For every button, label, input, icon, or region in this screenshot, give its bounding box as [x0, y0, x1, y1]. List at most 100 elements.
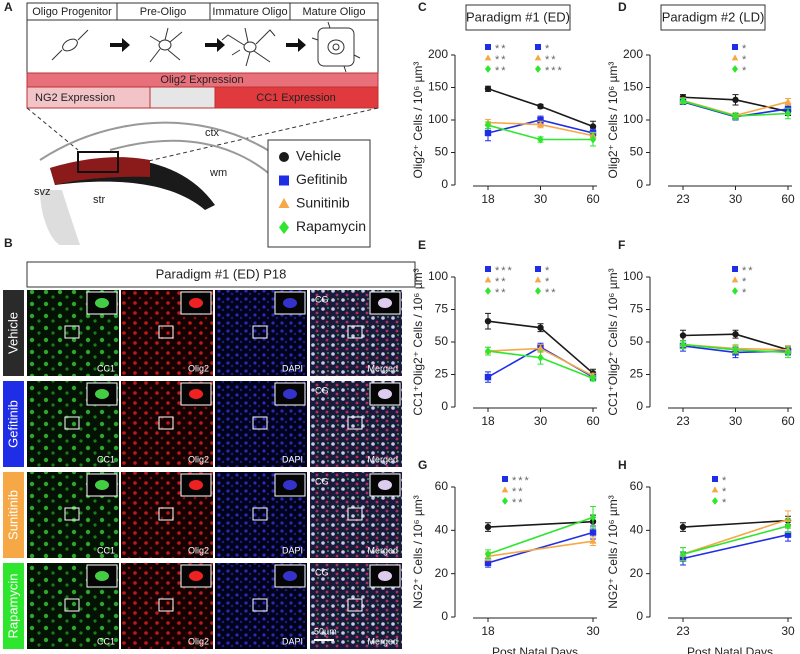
significance-marker [712, 497, 718, 505]
significance-marker [485, 65, 491, 73]
row-label-bg [3, 290, 24, 376]
inset-cell [95, 298, 109, 308]
y-tick-label: 200 [623, 47, 643, 61]
channel-label: Olig2 [188, 636, 209, 646]
channel-label: CC1 [97, 545, 115, 555]
y-tick-label: 75 [630, 302, 644, 316]
data-point [784, 531, 792, 538]
significance: *** [495, 265, 514, 277]
data-point [537, 324, 544, 331]
data-point [784, 515, 792, 523]
x-tick-label: 30 [781, 624, 795, 638]
data-point [484, 318, 492, 325]
significance: * [545, 265, 551, 277]
channel-label: Merged [367, 545, 398, 555]
significance-marker [484, 276, 492, 283]
cc1-label: CC1 Expression [256, 92, 335, 104]
inset-cell [283, 480, 297, 490]
microscopy-title-box [26, 261, 416, 288]
significance-marker [535, 266, 541, 272]
title-box [465, 4, 571, 31]
significance: ** [742, 265, 755, 277]
x-tick-label: 23 [676, 414, 690, 428]
data-point [589, 529, 597, 536]
channel-label: Merged [367, 363, 398, 373]
stage-label: Pre-Oligo [140, 6, 186, 18]
roi-box [252, 598, 268, 612]
inset-cell [378, 389, 392, 399]
panel-label: G [418, 458, 427, 472]
x-tick-label: 18 [481, 414, 495, 428]
x-tick-label: 30 [586, 624, 600, 638]
y-tick-label: 0 [636, 609, 643, 623]
chart-title: Paradigm #2 (LD) [662, 9, 765, 24]
panel-label: D [618, 0, 627, 14]
series-line [682, 533, 789, 560]
olig2-label: Olig2 Expression [160, 74, 243, 86]
inset-cell [283, 389, 297, 399]
roi-box [347, 507, 363, 521]
data-point [679, 340, 687, 349]
significance: * [722, 475, 728, 487]
microscopy-grid: Vehicle CC1 Olig2 DAPI Merged CG Gefitinib CC1 O… [3, 290, 402, 649]
data-point [589, 374, 597, 383]
inset-label: CG [315, 385, 329, 395]
gap-bar [149, 86, 216, 109]
stage-label: Immature Oligo [212, 6, 287, 18]
data-point [784, 97, 792, 105]
channel-label: CC1 [97, 636, 115, 646]
region-label: ctx [205, 127, 220, 139]
data-point [537, 116, 544, 124]
roi-box [252, 416, 268, 430]
y-tick-label: 60 [630, 479, 644, 493]
significance: * [742, 65, 748, 77]
significance: *** [545, 65, 564, 77]
data-point [484, 523, 492, 531]
y-axis-label: NG2⁺ Cells / 10⁶ µm³ [606, 495, 620, 609]
roi-box [158, 507, 174, 521]
significance: *** [512, 475, 531, 487]
data-point [732, 111, 739, 121]
stage-label: Oligo Progenitor [32, 6, 112, 18]
data-point [679, 332, 687, 339]
inset-cell [95, 389, 109, 399]
y-axis-label: Olig2⁺ Cells / 10⁶ µm³ [606, 62, 620, 179]
significance-marker [732, 287, 738, 295]
y-tick-label: 0 [636, 177, 643, 191]
y-axis-label: Olig2⁺ Cells / 10⁶ µm³ [411, 62, 425, 179]
significance: ** [495, 276, 508, 288]
data-point [536, 344, 545, 352]
region-label: str [93, 194, 106, 206]
row-label: Sunitinib [5, 490, 20, 540]
y-tick-label: 100 [623, 112, 643, 126]
roi-box [64, 416, 80, 430]
legend-label: Vehicle [296, 148, 341, 164]
y-tick-label: 100 [428, 269, 448, 283]
y-tick-label: 25 [435, 367, 449, 381]
significance-marker [731, 54, 739, 61]
inset-cell [378, 571, 392, 581]
y-tick-label: 20 [630, 566, 644, 580]
channel-label: Olig2 [188, 545, 209, 555]
channel-label: CC1 [97, 363, 115, 373]
significance: ** [545, 287, 558, 299]
channel-label: Olig2 [188, 454, 209, 464]
x-tick-label: 60 [781, 414, 795, 428]
significance: * [742, 276, 748, 288]
significance: ** [495, 43, 508, 55]
y-tick-label: 200 [428, 47, 448, 61]
significance: * [742, 54, 748, 66]
inset-cell [283, 298, 297, 308]
channel-label: Merged [367, 636, 398, 646]
channel-label: Merged [367, 454, 398, 464]
panel-label: B [4, 236, 13, 250]
series-line [487, 520, 594, 528]
stage-label: Mature Oligo [303, 6, 366, 18]
significance: * [545, 276, 551, 288]
region-label: svz [34, 186, 51, 198]
significance-marker [731, 276, 739, 283]
y-tick-label: 75 [435, 302, 449, 316]
roi-box [252, 507, 268, 521]
significance: ** [495, 287, 508, 299]
legend-label: Gefitinib [296, 171, 348, 187]
